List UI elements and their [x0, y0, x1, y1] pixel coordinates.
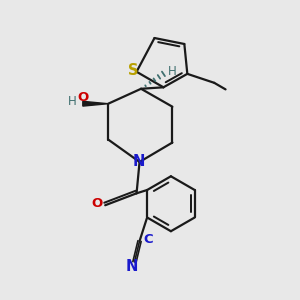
Text: O: O — [78, 91, 89, 103]
Text: H: H — [68, 95, 77, 108]
Polygon shape — [83, 101, 108, 106]
Text: H: H — [167, 65, 176, 78]
Text: O: O — [91, 197, 103, 210]
Text: N: N — [133, 154, 145, 169]
Text: S: S — [128, 63, 138, 78]
Text: N: N — [126, 259, 138, 274]
Text: C: C — [143, 233, 153, 246]
